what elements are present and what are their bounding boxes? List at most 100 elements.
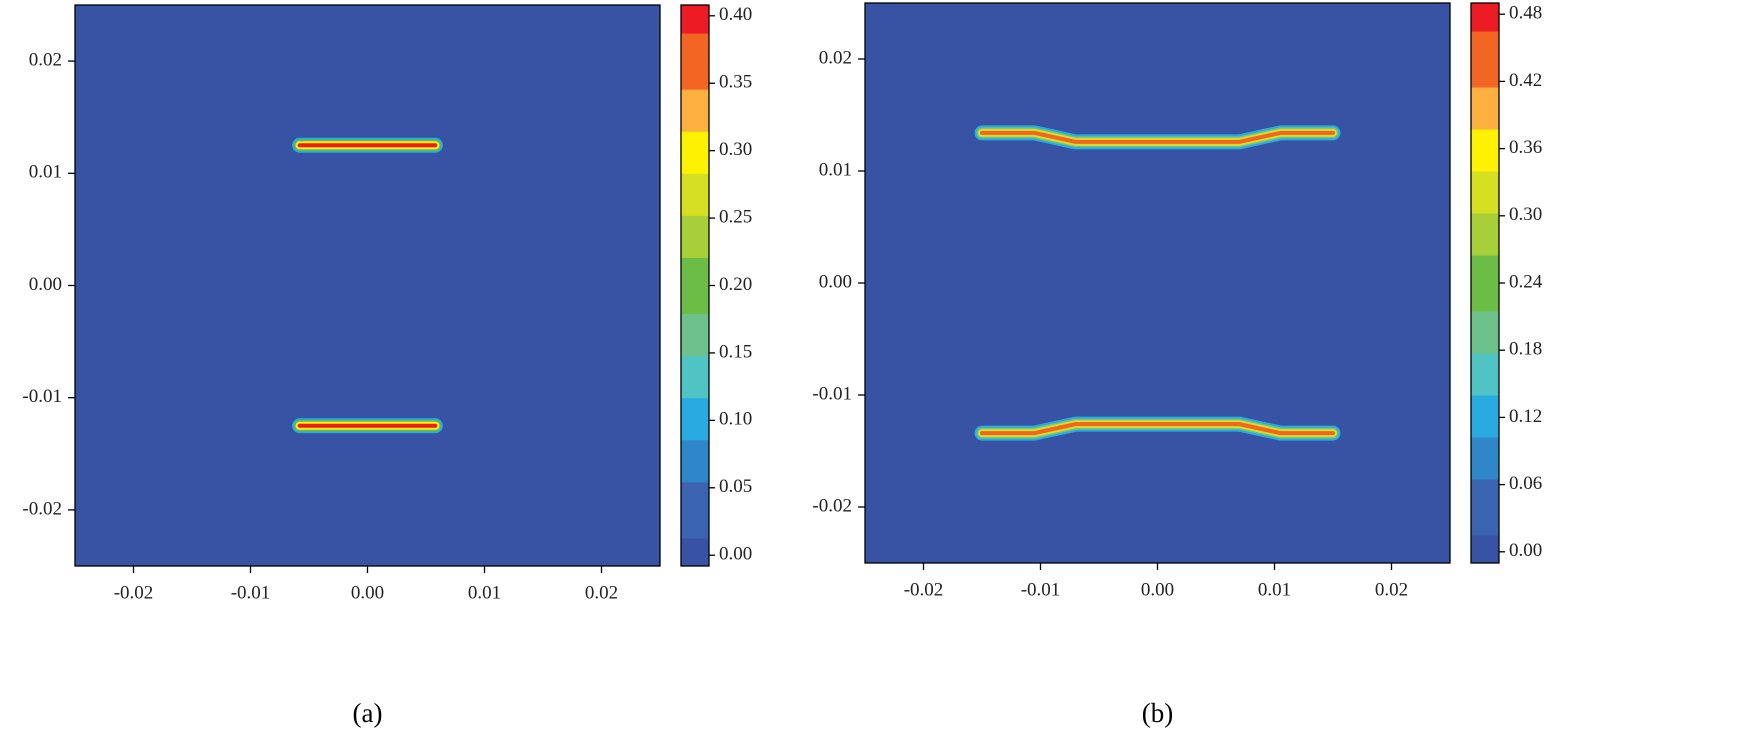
plot-background <box>865 3 1450 563</box>
colorbar-tick-label: 0.25 <box>719 206 752 227</box>
colorbar-band <box>681 355 709 371</box>
colorbar-tick-label: 0.10 <box>719 409 752 430</box>
y-tick-label: -0.02 <box>812 495 852 516</box>
colorbar-band <box>681 145 709 160</box>
colorbar-band <box>1471 479 1499 494</box>
colorbar-band <box>681 117 709 132</box>
x-tick-label: -0.01 <box>1021 579 1061 600</box>
colorbar-band <box>1471 87 1499 102</box>
colorbar-tick-label: 0.30 <box>719 139 752 160</box>
colorbar-band <box>681 467 709 483</box>
colorbar-tick-label: 0.42 <box>1509 70 1542 91</box>
colorbar-band <box>1471 395 1499 410</box>
colorbar-band <box>1471 101 1499 116</box>
colorbar-tick-label: 0.40 <box>719 4 752 25</box>
colorbar-band <box>681 341 709 357</box>
colorbar-band <box>681 509 709 525</box>
colorbar-band <box>1471 31 1499 46</box>
colorbar-tick-label: 0.15 <box>719 341 752 362</box>
y-tick-label: -0.01 <box>812 383 852 404</box>
colorbar-band <box>1471 325 1499 340</box>
colorbar-band <box>681 187 709 202</box>
colorbar-band <box>681 453 709 469</box>
colorbar-band <box>1471 255 1499 270</box>
colorbar-band <box>681 19 709 34</box>
colorbar-band <box>1471 451 1499 466</box>
colorbar-tick-label: 0.12 <box>1509 406 1542 427</box>
plot-background <box>75 5 660 566</box>
colorbar-band <box>1471 171 1499 186</box>
colorbar-band <box>1471 17 1499 32</box>
colorbar-band <box>1471 521 1499 536</box>
colorbar-band <box>681 271 709 286</box>
colorbar-band <box>681 551 709 567</box>
colorbar-tick-label: 0.36 <box>1509 137 1542 158</box>
colorbar-band <box>1471 269 1499 284</box>
caption: (b) <box>1142 698 1173 728</box>
x-tick-label: 0.02 <box>585 582 618 603</box>
colorbar-band <box>1471 283 1499 298</box>
colorbar-tick-label: 0.30 <box>1509 204 1542 225</box>
colorbar-band <box>681 537 709 553</box>
y-tick-label: 0.02 <box>819 47 852 68</box>
colorbar-band <box>681 201 709 216</box>
colorbar-band <box>1471 409 1499 424</box>
colorbar-band <box>681 285 709 301</box>
crack <box>980 422 1335 436</box>
colorbar-band <box>681 369 709 385</box>
colorbar-band <box>681 61 709 76</box>
y-tick-label: 0.00 <box>29 274 62 295</box>
colorbar-band <box>681 173 709 188</box>
y-tick-label: -0.01 <box>22 386 62 407</box>
colorbar-band <box>681 33 709 48</box>
colorbar-band <box>681 89 709 104</box>
colorbar-band <box>1471 297 1499 312</box>
colorbar-band <box>1471 339 1499 354</box>
colorbar-band <box>1471 185 1499 200</box>
colorbar-band <box>681 131 709 146</box>
colorbar-band <box>681 229 709 244</box>
y-tick-label: -0.02 <box>22 498 62 519</box>
colorbar-band <box>1471 213 1499 228</box>
colorbar-band <box>1471 493 1499 508</box>
colorbar-band <box>681 327 709 343</box>
colorbar-band <box>1471 549 1499 564</box>
colorbar-band <box>681 5 709 20</box>
x-tick-label: 0.01 <box>468 582 501 603</box>
colorbar-tick-label: 0.35 <box>719 72 752 93</box>
colorbar-band <box>681 313 709 329</box>
colorbar-band <box>681 397 709 413</box>
colorbar-band <box>1471 129 1499 144</box>
y-tick-label: 0.00 <box>819 271 852 292</box>
colorbar-band <box>681 495 709 511</box>
colorbar-band <box>681 439 709 455</box>
colorbar-band <box>681 299 709 315</box>
x-tick-label: -0.02 <box>904 579 944 600</box>
colorbar-band <box>1471 115 1499 130</box>
colorbar-band <box>1471 437 1499 452</box>
y-tick-label: 0.01 <box>29 162 62 183</box>
crack <box>980 130 1335 144</box>
colorbar-band <box>681 257 709 272</box>
colorbar-tick-label: 0.00 <box>1509 540 1542 561</box>
colorbar-band <box>681 103 709 118</box>
colorbar-band <box>681 47 709 62</box>
y-tick-label: 0.02 <box>29 49 62 70</box>
y-tick-label: 0.01 <box>819 159 852 180</box>
x-tick-label: -0.01 <box>231 582 271 603</box>
colorbar-band <box>1471 423 1499 438</box>
colorbar-band <box>681 159 709 174</box>
colorbar-tick-label: 0.48 <box>1509 3 1542 24</box>
colorbar-band <box>1471 507 1499 522</box>
colorbar-band <box>1471 199 1499 214</box>
colorbar-band <box>1471 143 1499 158</box>
x-tick-label: -0.02 <box>114 582 154 603</box>
colorbar-band <box>1471 241 1499 256</box>
colorbar-band <box>681 75 709 90</box>
colorbar-band <box>681 215 709 230</box>
colorbar-tick-label: 0.20 <box>719 274 752 295</box>
x-tick-label: 0.01 <box>1258 579 1291 600</box>
colorbar-tick-label: 0.05 <box>719 476 752 497</box>
colorbar-band <box>681 383 709 399</box>
